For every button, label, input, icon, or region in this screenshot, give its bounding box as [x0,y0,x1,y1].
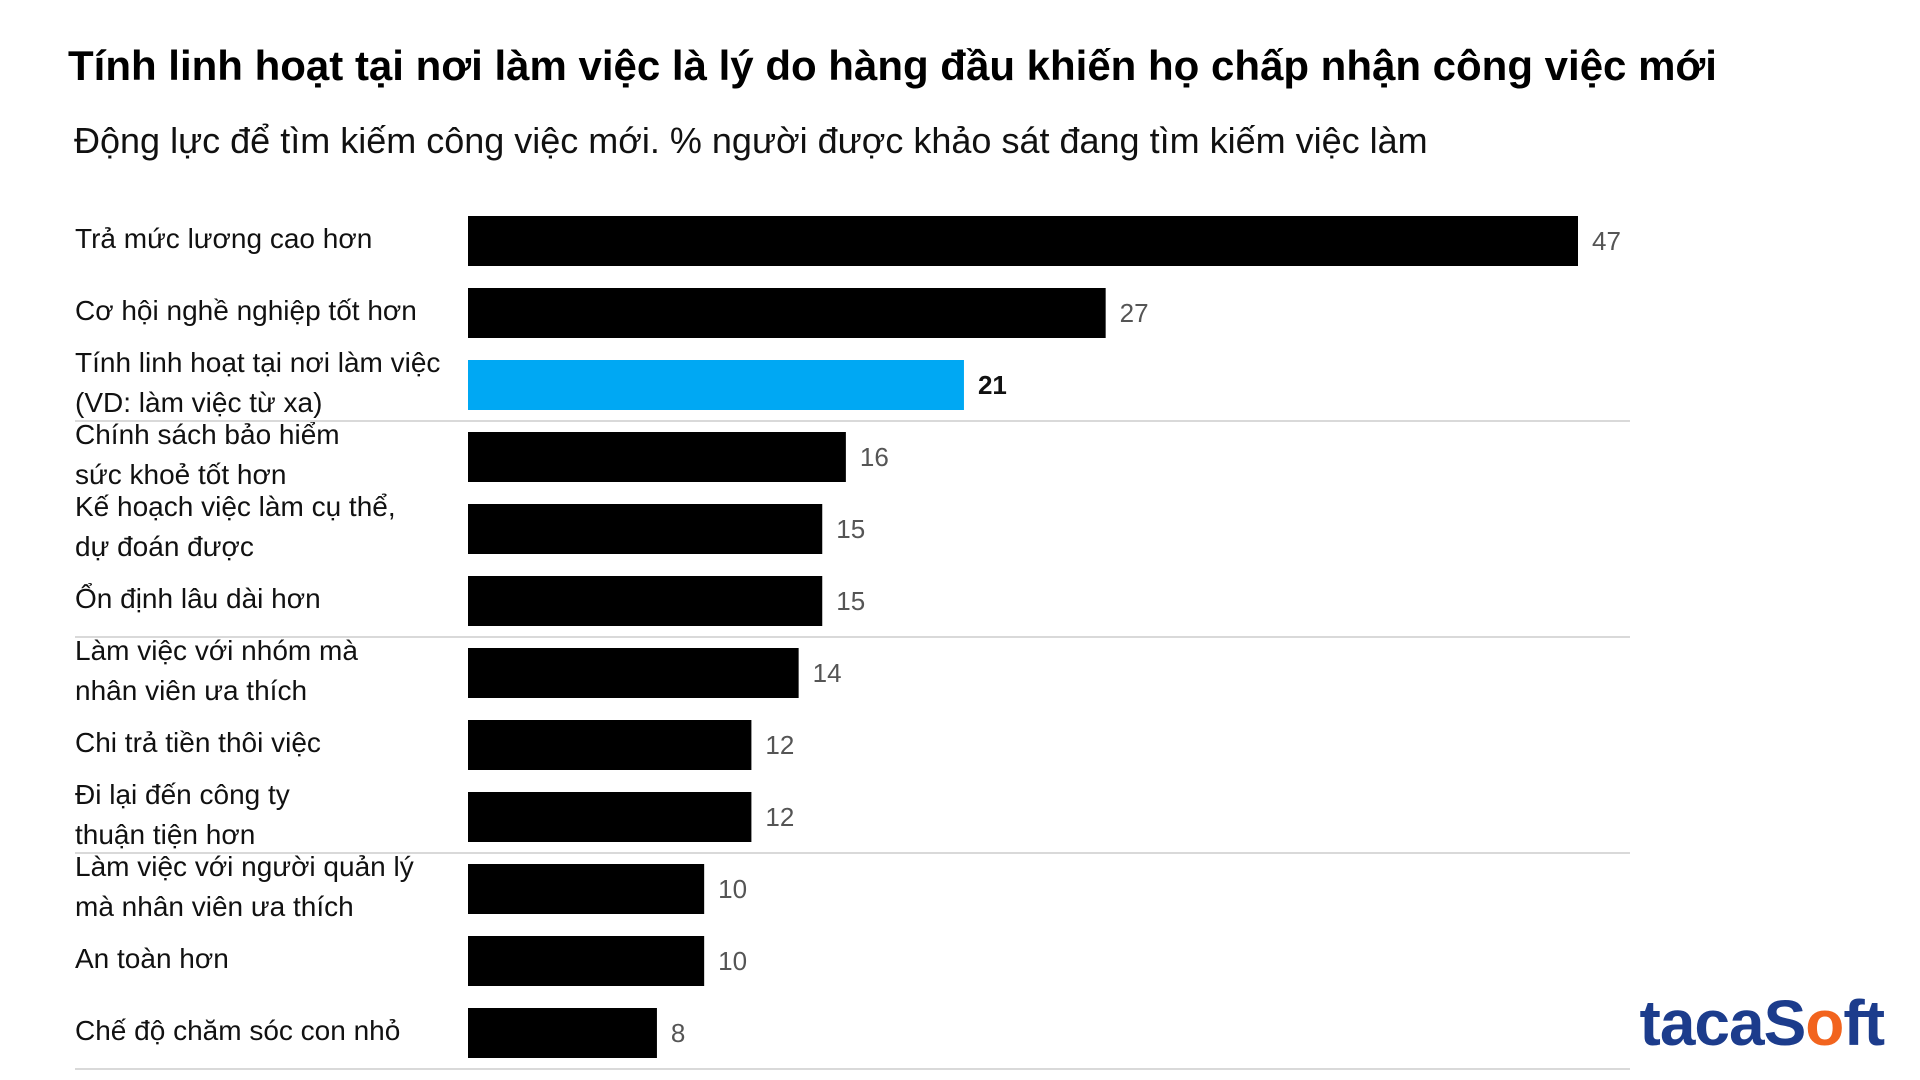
category-label-3: Chính sách bảo hiểm sức khoẻ tốt hơn [75,419,340,490]
bar-7 [468,720,752,770]
bar-5 [468,576,823,626]
category-label-5: Ổn định lâu dài hơn [75,583,321,614]
bar-9 [468,864,705,914]
category-label-0: Trả mức lương cao hơn [75,223,373,254]
category-label-2: Tính linh hoạt tại nơi làm việc (VD: làm… [75,347,441,418]
data-label-8: 12 [765,802,794,832]
category-label-9: Làm việc với người quản lý mà nhân viên … [75,851,414,922]
bar-3 [468,432,846,482]
data-label-10: 10 [718,946,747,976]
category-label-7: Chi trả tiền thôi việc [75,727,321,758]
data-label-0: 47 [1592,226,1621,256]
data-label-9: 10 [718,874,747,904]
bar-4 [468,504,823,554]
category-labels: Trả mức lương cao hơn Cơ hội nghề nghiệp … [0,0,470,1080]
bar-10 [468,936,705,986]
bar-11 [468,1008,657,1058]
data-label-5: 15 [836,586,865,616]
category-label-1: Cơ hội nghề nghiệp tốt hơn [75,295,417,326]
bar-8 [468,792,752,842]
bar-6 [468,648,799,698]
category-label-6: Làm việc với nhóm mà nhân viên ưa thích [75,635,358,706]
data-label-1: 27 [1120,298,1149,328]
tacasoft-logo: tacaSoft [1639,987,1885,1059]
chart-title: Tính linh hoạt tại nơi làm việc là lý do… [68,42,1717,89]
data-label-4: 15 [836,514,865,544]
category-label-11: Chế độ chăm sóc con nhỏ [75,1015,401,1046]
category-label-4: Kế hoạch việc làm cụ thể, dự đoán được [75,491,396,562]
data-label-2: 21 [978,370,1007,400]
category-label-8: Đi lại đến công ty thuận tiện hơn [75,779,290,850]
data-label-3: 16 [860,442,889,472]
data-label-6: 14 [813,658,842,688]
chart-subtitle: Động lực để tìm kiếm công việc mới. % ng… [74,120,1428,161]
data-label-11: 8 [671,1018,685,1048]
data-label-7: 12 [765,730,794,760]
bar-2 [468,360,964,410]
bar-0 [468,216,1578,266]
category-label-10: An toàn hơn [75,943,229,974]
bar-1 [468,288,1106,338]
